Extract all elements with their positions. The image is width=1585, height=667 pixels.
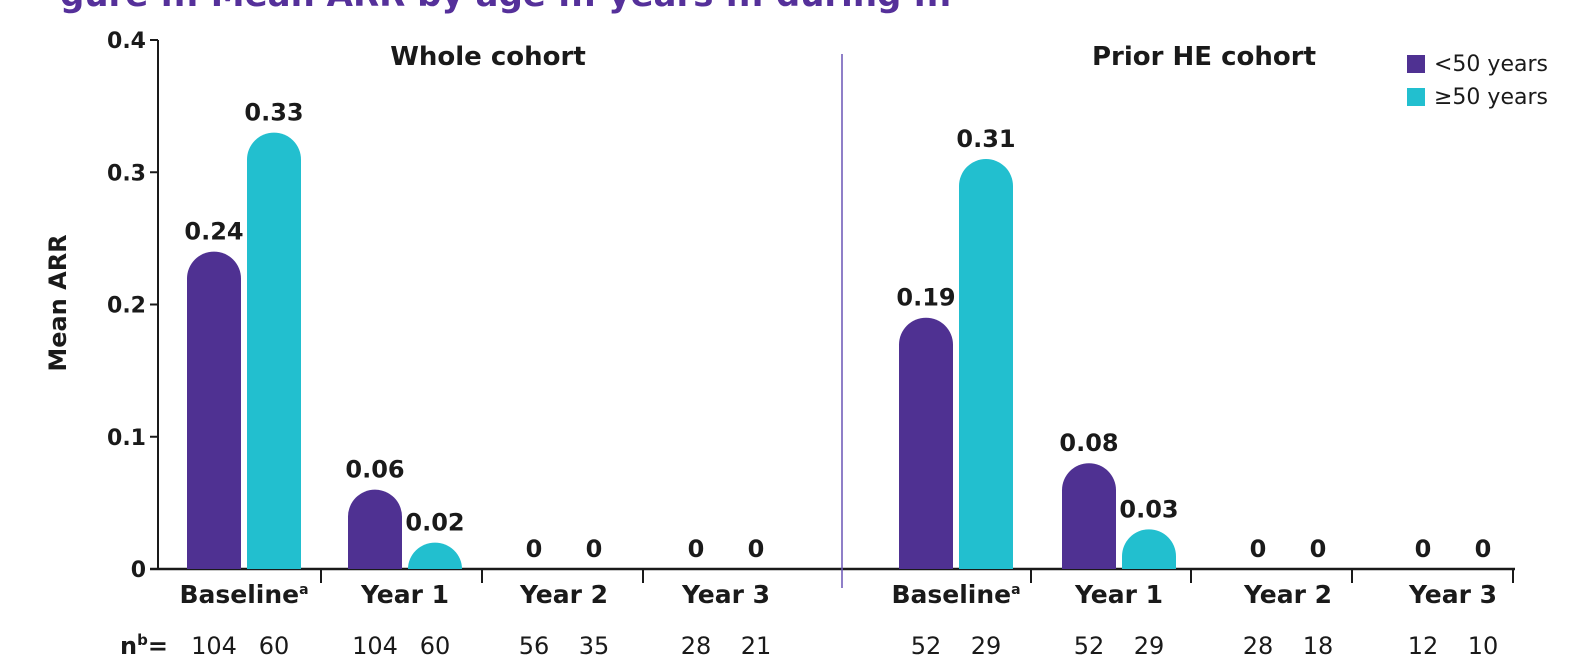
n-value: 18 [1303,632,1334,660]
x-category-label: Baselinea [179,580,308,609]
x-category-label: Year 1 [360,580,449,609]
legend-swatch-under-50 [1407,55,1425,73]
n-value: 52 [911,632,942,660]
x-category-label: Year 1 [1074,580,1163,609]
n-label: nb= [120,631,168,660]
bar-value-label: 0 [1310,535,1327,563]
bar-value-label: 0.06 [345,456,404,484]
n-value: 12 [1408,632,1439,660]
y-axis-label: Mean ARR [44,234,72,371]
n-value: 29 [1134,632,1165,660]
y-tick-label: 0.4 [107,29,146,54]
bar-value-label: 0 [748,535,765,563]
n-value: 10 [1468,632,1499,660]
bar-value-label: 0.03 [1119,495,1178,523]
bar-whole-year-1-under-50 [348,489,402,569]
bar-prior-he-baseline-50-plus [959,159,1013,569]
legend-label-under-50: <50 years [1434,52,1548,77]
x-category-label: Year 2 [1243,580,1332,609]
y-tick-label: 0.1 [107,426,146,451]
bar-whole-year-1-50-plus [408,542,462,569]
bar-value-label: 0 [586,535,603,563]
legend: <50 years ≥50 years [1407,52,1548,110]
y-tick-label: 0 [131,558,146,583]
n-value: 104 [191,632,237,660]
panel-title-whole-cohort: Whole cohort [390,42,586,72]
bar-value-label: 0.24 [184,218,243,246]
bar-prior-he-year-1-50-plus [1122,529,1176,569]
n-value: 28 [681,632,712,660]
bar-value-label: 0 [688,535,705,563]
n-value: 52 [1074,632,1105,660]
bar-value-label: 0 [1475,535,1492,563]
bar-value-label: 0.19 [896,284,955,312]
x-category-label: Baselinea [891,580,1020,609]
n-suffix: = [148,632,168,660]
bar-whole-baseline-under-50 [187,251,241,569]
bar-value-label: 0.31 [956,125,1015,153]
bar-value-label: 0 [526,535,543,563]
bar-value-label: 0.08 [1059,429,1118,457]
x-category-label: Year 3 [1408,580,1497,609]
bar-value-label: 0.33 [244,99,303,127]
n-value: 29 [971,632,1002,660]
bar-value-label: 0 [1415,535,1432,563]
y-tick-label: 0.2 [107,294,146,319]
bar-prior-he-baseline-under-50 [899,317,953,569]
bar-whole-baseline-50-plus [247,132,301,569]
category-layer: Baselinea 104 60 Year 1 104 60 Year 2 56 35 Year … [179,569,1514,660]
n-value: 60 [420,632,451,660]
y-tick-label: 0.3 [107,161,146,186]
n-value: 21 [741,632,772,660]
x-category-label: Year 2 [519,580,608,609]
panel-title-prior-he-cohort: Prior HE cohort [1092,42,1316,72]
legend-label-50-plus: ≥50 years [1434,85,1548,110]
n-value: 60 [259,632,290,660]
n-superscript: b [137,631,148,649]
n-value: 28 [1243,632,1274,660]
bar-value-label: 0 [1250,535,1267,563]
n-value: 104 [352,632,398,660]
legend-swatch-50-plus [1407,88,1425,106]
n-value: 35 [579,632,610,660]
figure-title-fragment: gure ... Mean ARR by age ... years ... d… [60,0,952,15]
bar-value-label: 0.02 [405,509,464,537]
n-prefix: n [120,632,137,660]
bar-prior-he-year-1-under-50 [1062,463,1116,569]
x-category-label: Year 3 [681,580,770,609]
y-axis-ticks: 0 0.1 0.2 0.3 0.4 [107,29,158,583]
bars-layer: 0.24 0.33 0.060.02 0 0 0 0 0.19 0.31 0.08 0.03 0 0 0 0 [184,99,1491,569]
n-value: 56 [519,632,550,660]
